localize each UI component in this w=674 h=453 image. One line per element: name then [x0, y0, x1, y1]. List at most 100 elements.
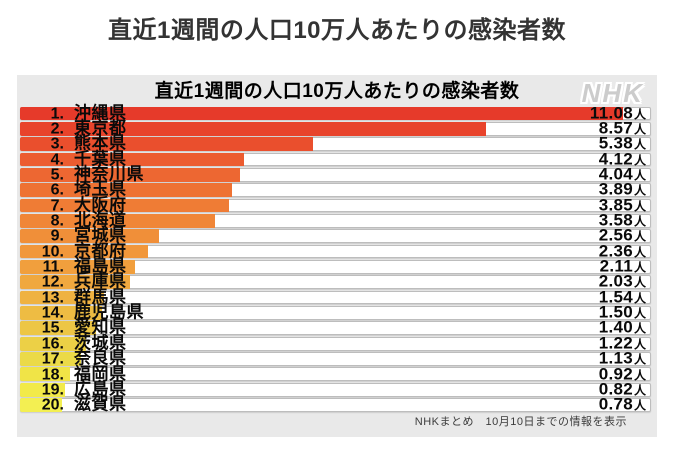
- row-label: 5. 神奈川県: [28, 166, 144, 184]
- chart-panel: 直近1週間の人口10万人あたりの感染者数 NHK 1. 沖縄県 11.08人 2.…: [17, 75, 657, 437]
- rank-number: 12.: [41, 273, 64, 291]
- bar-fill: [20, 229, 160, 244]
- prefecture-name: 埼玉県: [74, 179, 127, 199]
- value-unit: 人: [633, 275, 646, 290]
- value-label: 1.13人: [598, 348, 646, 368]
- row-label: 17. 奈良県: [28, 350, 127, 368]
- value-label: 2.56人: [599, 227, 646, 244]
- bar-fill: [20, 290, 104, 305]
- bar-fill: [20, 336, 87, 351]
- value-label: 2.36人: [598, 241, 646, 261]
- value-label: 11.08人: [590, 104, 646, 121]
- row-label: 11. 福島県: [28, 256, 127, 276]
- bar-fill: [20, 137, 313, 152]
- bar-row: 13. 群馬県 1.54人: [20, 287, 651, 307]
- value-unit: 人: [633, 122, 646, 137]
- bar-row: 6. 埼玉県 3.89人: [20, 179, 651, 199]
- value-unit: 人: [633, 260, 646, 275]
- value-unit: 人: [633, 291, 646, 306]
- value-label: 1.50人: [598, 302, 646, 322]
- bar-fill: [20, 305, 102, 320]
- row-label: 7. 大阪府: [28, 195, 127, 215]
- row-label: 13. 群馬県: [28, 287, 127, 307]
- bar-row: 14. 鹿児島県 1.50人: [20, 302, 651, 322]
- bar-row: 7. 大阪府 3.85人: [20, 195, 651, 215]
- nhk-logo: NHK: [581, 78, 644, 108]
- value-number: 3.58: [598, 210, 633, 230]
- row-label: 20. 滋賀県: [28, 396, 127, 414]
- bar-fill: [20, 352, 82, 366]
- bar-row: 19. 広島県 0.82人: [20, 380, 651, 398]
- value-unit: 人: [633, 306, 646, 321]
- value-unit: 人: [633, 183, 646, 198]
- value-number: 3.89: [598, 179, 633, 199]
- source-note: NHKまとめ 10月10日までの情報を表示: [414, 416, 627, 428]
- value-label: 8.57人: [598, 118, 646, 138]
- value-label: 1.22人: [598, 333, 646, 353]
- rank-number: 13.: [41, 289, 64, 307]
- bar-row: 16. 茨城県 1.22人: [20, 333, 651, 353]
- value-label: 3.85人: [599, 196, 646, 213]
- prefecture-name: 福島県: [74, 256, 127, 276]
- bar-row: 10. 京都府 2.36人: [20, 241, 651, 261]
- value-label: 5.38人: [599, 135, 646, 152]
- value-number: 1.13: [598, 348, 633, 368]
- value-unit: 人: [633, 321, 646, 336]
- row-label: 16. 茨城県: [28, 333, 127, 353]
- value-number: 1.22: [598, 333, 633, 353]
- value-label: 2.11人: [600, 258, 646, 275]
- value-number: 8.57: [598, 118, 633, 138]
- prefecture-name: 大阪府: [74, 195, 127, 215]
- value-label: 0.82人: [599, 380, 646, 397]
- value-unit: 人: [633, 229, 646, 244]
- bar-row: 20. 滋賀県 0.78人: [20, 394, 651, 414]
- value-unit: 人: [633, 214, 646, 229]
- chart-title: 直近1週間の人口10万人あたりの感染者数: [154, 81, 520, 102]
- bar-fill: [20, 198, 230, 213]
- rank-number: 20.: [41, 396, 64, 414]
- bar-fill: [20, 382, 65, 397]
- row-label: 4. 千葉県: [28, 150, 127, 168]
- value-label: 1.40人: [599, 319, 646, 336]
- rank-number: 6.: [50, 181, 64, 199]
- bar-row: 17. 奈良県 1.13人: [20, 348, 651, 368]
- bar-fill: [20, 275, 131, 290]
- value-label: 0.92人: [599, 365, 646, 382]
- row-label: 15. 愛知県: [28, 319, 127, 337]
- row-label: 14. 鹿児島県: [28, 302, 144, 322]
- bar-fill: [20, 121, 487, 136]
- value-number: 0.78: [598, 394, 633, 414]
- value-number: 2.36: [598, 241, 633, 261]
- row-label: 9. 宮城県: [28, 227, 127, 245]
- value-number: 1.50: [598, 302, 633, 322]
- value-number: 2.03: [598, 271, 633, 291]
- bar-row: 5. 神奈川県 4.04人: [20, 164, 651, 184]
- value-unit: 人: [633, 153, 646, 168]
- bar-row: 12. 兵庫県 2.03人: [20, 271, 651, 291]
- rank-number: 1.: [50, 105, 64, 123]
- prefecture-name: 福岡県: [74, 364, 127, 384]
- row-label: 2. 東京都: [28, 118, 127, 138]
- prefecture-name: 鹿児島県: [74, 302, 144, 322]
- bar-fill: [20, 321, 97, 336]
- rank-number: 14.: [41, 304, 64, 322]
- prefecture-name: 熊本県: [74, 133, 127, 153]
- row-label: 8. 北海道: [28, 212, 127, 230]
- value-label: 2.03人: [598, 271, 646, 291]
- rank-number: 3.: [50, 135, 64, 153]
- value-unit: 人: [633, 137, 646, 152]
- bar-row: 2. 東京都 8.57人: [20, 118, 651, 138]
- value-label: 4.04人: [598, 164, 646, 184]
- prefecture-name: 群馬県: [74, 287, 127, 307]
- bar-row: 8. 北海道 3.58人: [20, 210, 651, 230]
- value-number: 4.04: [598, 164, 633, 184]
- value-label: 0.78人: [598, 394, 646, 414]
- prefecture-name: 茨城県: [74, 333, 127, 353]
- value-label: 3.58人: [598, 210, 646, 230]
- prefecture-name: 京都府: [74, 241, 127, 261]
- rank-number: 2.: [50, 120, 64, 138]
- prefecture-name: 東京都: [74, 118, 127, 138]
- rank-number: 8.: [50, 212, 64, 230]
- rank-number: 11.: [42, 258, 64, 276]
- row-label: 19. 広島県: [28, 380, 127, 398]
